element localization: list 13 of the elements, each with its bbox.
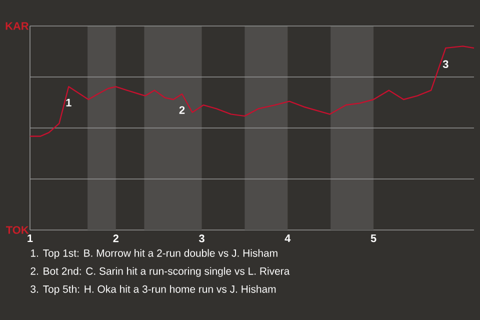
text: TOK xyxy=(6,226,29,234)
annotation: 1 xyxy=(66,98,72,106)
text: KAR xyxy=(6,22,29,30)
x-tick-label: 2 xyxy=(113,234,118,242)
x-tick-label: 3 xyxy=(198,234,204,242)
annotation: 3 xyxy=(442,60,448,68)
text: 2. Bot 2nd: C. Sarin hit a run-scoring single vs L. Rivera xyxy=(30,267,290,277)
annotation: 2 xyxy=(179,106,185,114)
x-tick-label: 4 xyxy=(284,234,291,242)
text: 1. Top 1st: B. Morrow hit a 2-run double vs J. Hisham xyxy=(31,249,278,259)
x-tick-label: 5 xyxy=(370,234,376,242)
x-tick-label: 1 xyxy=(28,234,33,242)
text: 3. Top 5th: H. Oka hit a 3-run home run vs J. Hisham xyxy=(30,285,276,295)
